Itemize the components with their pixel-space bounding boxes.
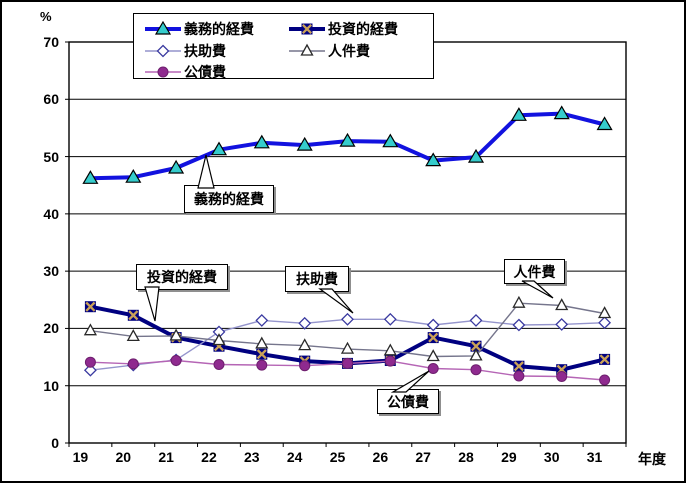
callout-debt-service: 公債費 (377, 389, 439, 414)
legend-item-investment-expenses: 投資的経費 (288, 21, 398, 37)
legend-marker-obligatory-expenses-icon (144, 21, 182, 37)
x-axis-tick-label: 23 (244, 449, 260, 465)
y-axis-tick-label: 0 (51, 435, 59, 451)
legend-label-assistance-expenses: 扶助費 (184, 43, 226, 59)
x-axis-tick-label: 25 (329, 449, 346, 465)
y-axis-tick-label: 20 (43, 320, 59, 337)
y-axis-tick-label: 60 (43, 91, 59, 108)
legend-item-personnel-expenses: 人件費 (288, 43, 370, 59)
callout-obligatory-expenses: 義務的経費 (184, 185, 274, 213)
x-axis-tick-label: 24 (286, 449, 303, 465)
y-axis-tick-label: 70 (43, 34, 59, 50)
legend-label-obligatory-expenses: 義務的経費 (184, 21, 254, 37)
x-axis-tick-label: 27 (415, 449, 431, 465)
legend-marker-personnel-expenses-icon (288, 43, 326, 59)
legend-label-debt-service: 公債費 (184, 64, 226, 80)
callout-investment-expenses: 投資的経費 (136, 264, 228, 290)
y-axis-unit-label: % (40, 9, 52, 24)
y-axis-tick-label: 50 (43, 148, 59, 165)
x-axis-tick-label: 28 (458, 449, 474, 465)
x-axis-tick-label: 21 (158, 449, 174, 465)
legend-label-personnel-expenses: 人件費 (328, 43, 370, 59)
legend-marker-debt-service-icon (144, 64, 182, 80)
legend-marker-assistance-expenses-icon (144, 43, 182, 59)
legend-item-debt-service: 公債費 (144, 64, 226, 80)
callout-personnel-expenses: 人件費 (504, 259, 565, 284)
callout-assistance-expenses: 扶助費 (285, 266, 349, 292)
legend-item-assistance-expenses: 扶助費 (144, 43, 226, 59)
legend-item-obligatory-expenses: 義務的経費 (144, 21, 254, 37)
x-axis-tick-label: 19 (72, 449, 89, 465)
legend: 義務的経費 投資的経費 扶助費 人件費 公債費 (133, 13, 434, 80)
legend-label-investment-expenses: 投資的経費 (328, 21, 398, 37)
x-axis-tick-label: 20 (115, 449, 132, 465)
legend-marker-investment-expenses-icon (288, 21, 326, 37)
y-axis-tick-label: 40 (43, 205, 59, 222)
x-axis-tick-label: 22 (201, 449, 217, 465)
x-axis-tick-label: 26 (372, 449, 389, 465)
y-axis-tick-label: 30 (43, 263, 59, 280)
x-axis-tick-label: 31 (586, 449, 603, 465)
x-axis-title: 年度 (638, 451, 666, 467)
x-axis-tick-label: 30 (543, 449, 560, 465)
x-axis-tick-label: 29 (501, 449, 517, 465)
y-axis-tick-label: 10 (43, 377, 59, 394)
